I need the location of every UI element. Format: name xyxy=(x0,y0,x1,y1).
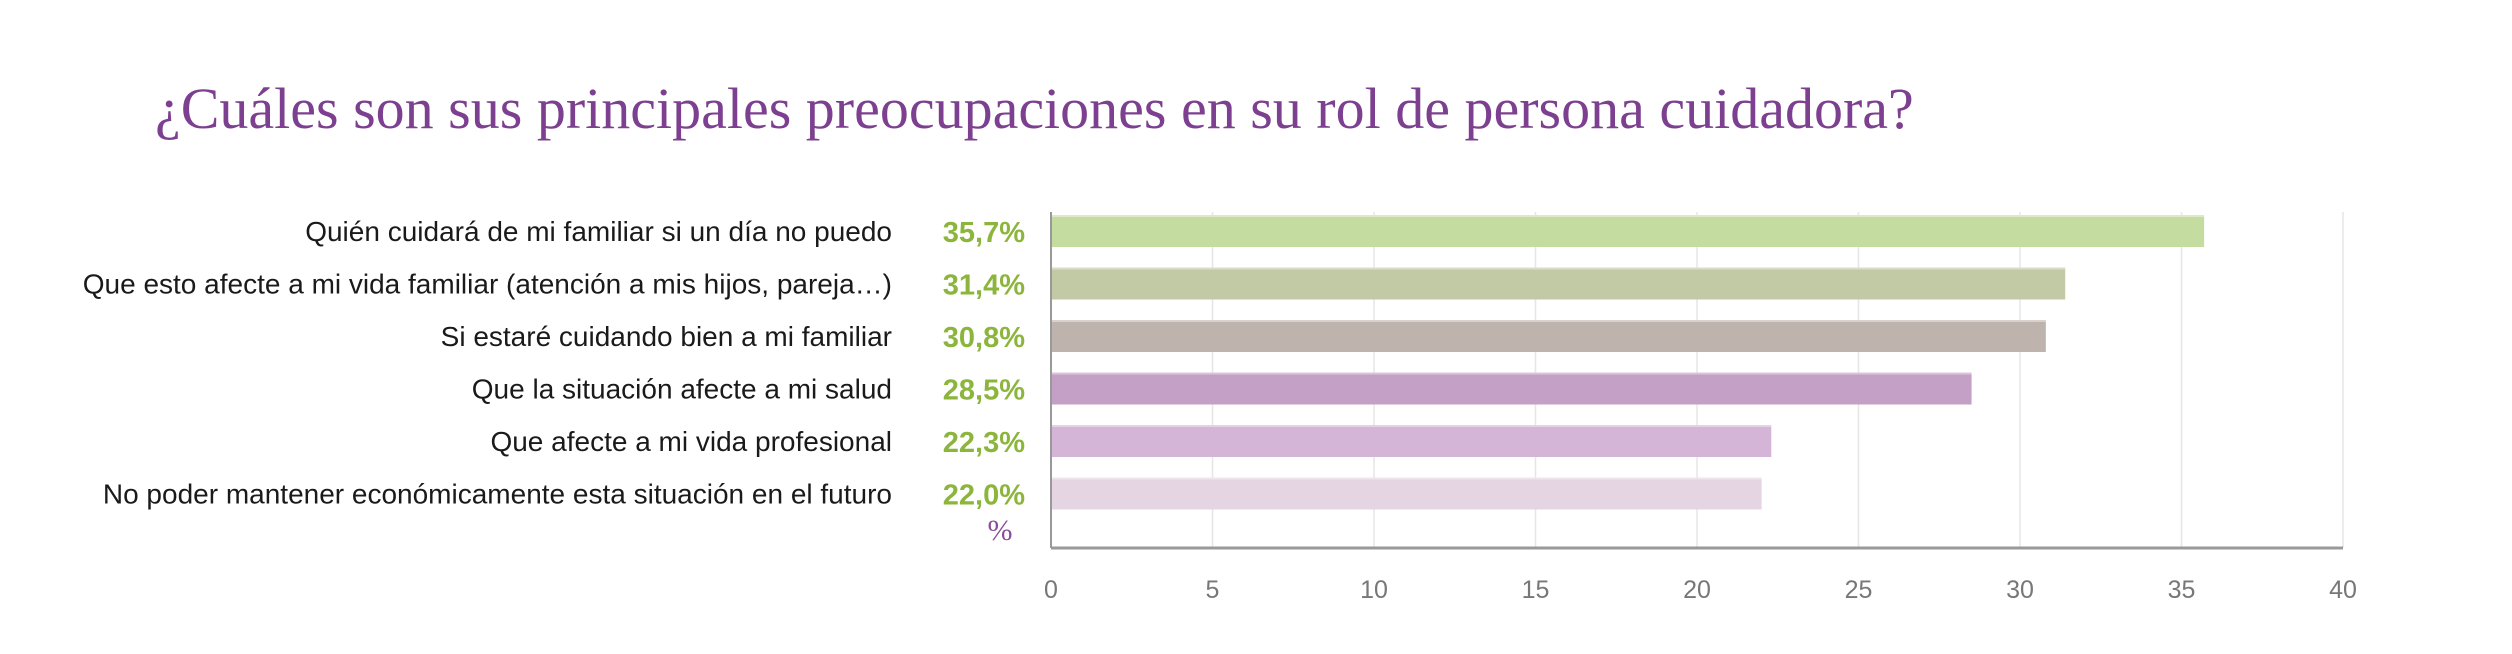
x-tick-label: 30 xyxy=(2006,576,2034,604)
value-label: 22,0% xyxy=(943,480,1025,512)
value-label: 28,5% xyxy=(943,375,1025,407)
chart-title: ¿Cuáles son sus principales preocupacion… xyxy=(155,76,1914,141)
category-label: Que esto afecte a mi vida familiar (aten… xyxy=(83,269,892,300)
bar xyxy=(1051,320,2046,352)
bar xyxy=(1051,372,1972,405)
x-tick-label: 40 xyxy=(2329,576,2357,604)
category-label: Quién cuidará de mi familiar si un día n… xyxy=(305,216,892,247)
value-label: 30,8% xyxy=(943,322,1025,354)
x-tick-label: 5 xyxy=(1206,576,1220,604)
value-label: 22,3% xyxy=(943,427,1025,459)
bar xyxy=(1051,215,2205,247)
category-label: Que la situación afecte a mi salud xyxy=(472,374,892,405)
x-tick-label: 35 xyxy=(2168,576,2196,604)
category-labels: Quién cuidará de mi familiar si un día n… xyxy=(83,216,892,510)
category-label: No poder mantener económicamente esta si… xyxy=(103,479,892,510)
category-label: Si estaré cuidando bien a mi familiar xyxy=(441,321,892,352)
value-label: 35,7% xyxy=(943,217,1025,249)
unit-label: % xyxy=(988,514,1013,547)
bar xyxy=(1051,425,1772,457)
x-tick-label: 25 xyxy=(1845,576,1873,604)
value-label: 31,4% xyxy=(943,270,1025,302)
bar xyxy=(1051,477,1762,510)
x-tick-label: 20 xyxy=(1683,576,1711,604)
value-labels: 35,7% 31,4% 30,8% 28,5% 22,3% 22,0% xyxy=(943,217,1025,512)
x-tick-label: 15 xyxy=(1522,576,1550,604)
bars xyxy=(1051,215,2205,510)
bar xyxy=(1051,267,2066,300)
x-tick-labels: 0 5 10 15 20 25 30 35 40 xyxy=(1044,576,2357,604)
category-label: Que afecte a mi vida profesional xyxy=(490,426,892,457)
x-tick-label: 0 xyxy=(1044,576,1058,604)
x-tick-label: 10 xyxy=(1360,576,1388,604)
